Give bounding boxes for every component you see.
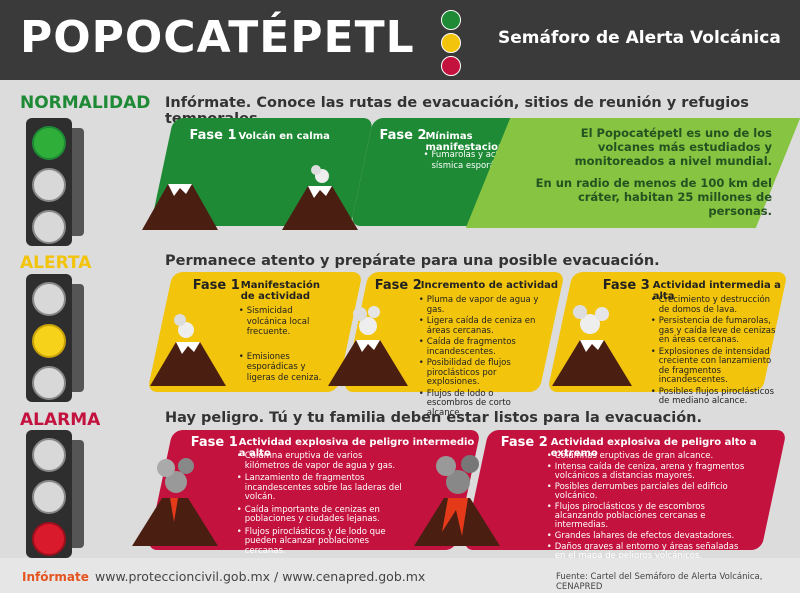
footer-source: Fuente: Cartel del Semáforo de Alerta Vo… [556,572,763,592]
info-paragraph: En un radio de menos de 100 km del cráte… [535,176,772,218]
page-subtitle: Semáforo de Alerta Volcánica [498,28,781,48]
footer-links[interactable]: www.proteccioncivil.gob.mx / www.cenapre… [95,569,426,584]
fase-label: Fase 2 [500,435,548,450]
volcano-extreme-eruption-icon [414,455,500,546]
header-traffic-light-icon [439,10,461,79]
list-item: Posibilidad de flujos piroclásticos por … [419,358,539,388]
level-alarma-tip: Hay peligro. Tú y tu familia deben estar… [165,410,702,426]
list-item: Sismicidad volcánica local frecuente. [239,306,329,338]
traffic-light-green-icon [26,118,84,246]
fase-title: Incremento de actividad [420,280,559,291]
level-normalidad-label: NORMALIDAD [20,93,151,113]
volcano-calm-icon [142,184,218,230]
list-item: Caída de fragmentos incandescentes. [419,337,539,357]
fase-items: Sismicidad volcánica local frecuente. Em… [239,306,329,387]
fase-items: Pluma de vapor de agua y gas. Ligera caí… [419,295,539,420]
red-dot-icon [441,56,461,76]
list-item: Grandes lahares de efectos devastadores. [547,531,747,541]
page-title: POPOCATÉPETL [20,12,415,63]
footer-label: Infórmate [22,570,89,584]
list-item: Crecimiento y destrucción de domos de la… [651,295,779,315]
list-item: Persistencia de fumarolas, gas y caída l… [651,316,779,346]
list-item: Columnas eruptivas de gran alcance. [547,451,747,461]
list-item: Posibles flujos piroclásticos de mediano… [651,387,779,407]
fase-label: Fase 1 [189,128,237,143]
list-item: Pluma de vapor de agua y gas. [419,295,539,315]
info-paragraph: El Popocatépetl es uno de los volcanes m… [574,126,772,168]
volcano-dome-icon [552,305,632,386]
level-alerta-label: ALERTA [20,253,92,273]
alarma-fase-2-card: Fase 2 Actividad explosiva de peligro al… [463,430,787,561]
volcano-fumarole-icon [282,165,358,230]
green-dot-icon [441,10,461,30]
fase-title: Manifestación de actividad [240,280,320,302]
list-item: Ligera caída de ceniza en áreas cercanas… [419,316,539,336]
list-item: Explosiones de intensidad creciente con … [651,347,779,386]
header: POPOCATÉPETL Semáforo de Alerta Volcánic… [0,0,800,80]
list-item: Emisiones esporádicas y ligeras de ceniz… [239,352,329,384]
volcano-eruption-icon [132,458,218,546]
fase-label: Fase 1 [190,435,238,450]
level-alerta-tip: Permanece atento y prepárate para una po… [165,253,660,269]
list-item: Flujos piroclásticos y de escombros alca… [547,502,747,530]
traffic-light-yellow-icon [26,274,84,402]
fase-items: Columnas eruptivas de gran alcance. Inte… [547,451,747,563]
list-item: Caída importante de cenizas en poblacion… [237,505,407,525]
fase-title: Volcán en calma [238,131,330,142]
list-item: Posibles derrumbes parciales del edifici… [547,482,747,501]
list-item: Intensa caída de ceniza, arena y fragmen… [547,462,747,481]
traffic-light-red-icon [26,430,84,558]
fase-items: Crecimiento y destrucción de domos de la… [651,295,779,409]
info-text: El Popocatépetl es uno de los volcanes m… [527,126,772,218]
volcano-emission-icon [150,314,226,386]
fase-label: Fase 1 [192,278,240,293]
volcano-plume-icon [328,306,408,386]
fase-items: Columna eruptiva de varios kilómetros de… [237,451,407,559]
list-item: Flujos piroclásticos y de lodo que puede… [237,527,407,557]
fase-label: Fase 3 [602,278,650,293]
fase-label: Fase 2 [379,128,427,143]
level-alarma-label: ALARMA [20,410,101,430]
fase-label: Fase 2 [374,278,422,293]
list-item: Columna eruptiva de varios kilómetros de… [237,451,407,471]
footer: Infórmate www.proteccioncivil.gob.mx / w… [0,558,800,593]
yellow-dot-icon [441,33,461,53]
list-item: Lanzamiento de fragmentos incandescentes… [237,473,407,503]
